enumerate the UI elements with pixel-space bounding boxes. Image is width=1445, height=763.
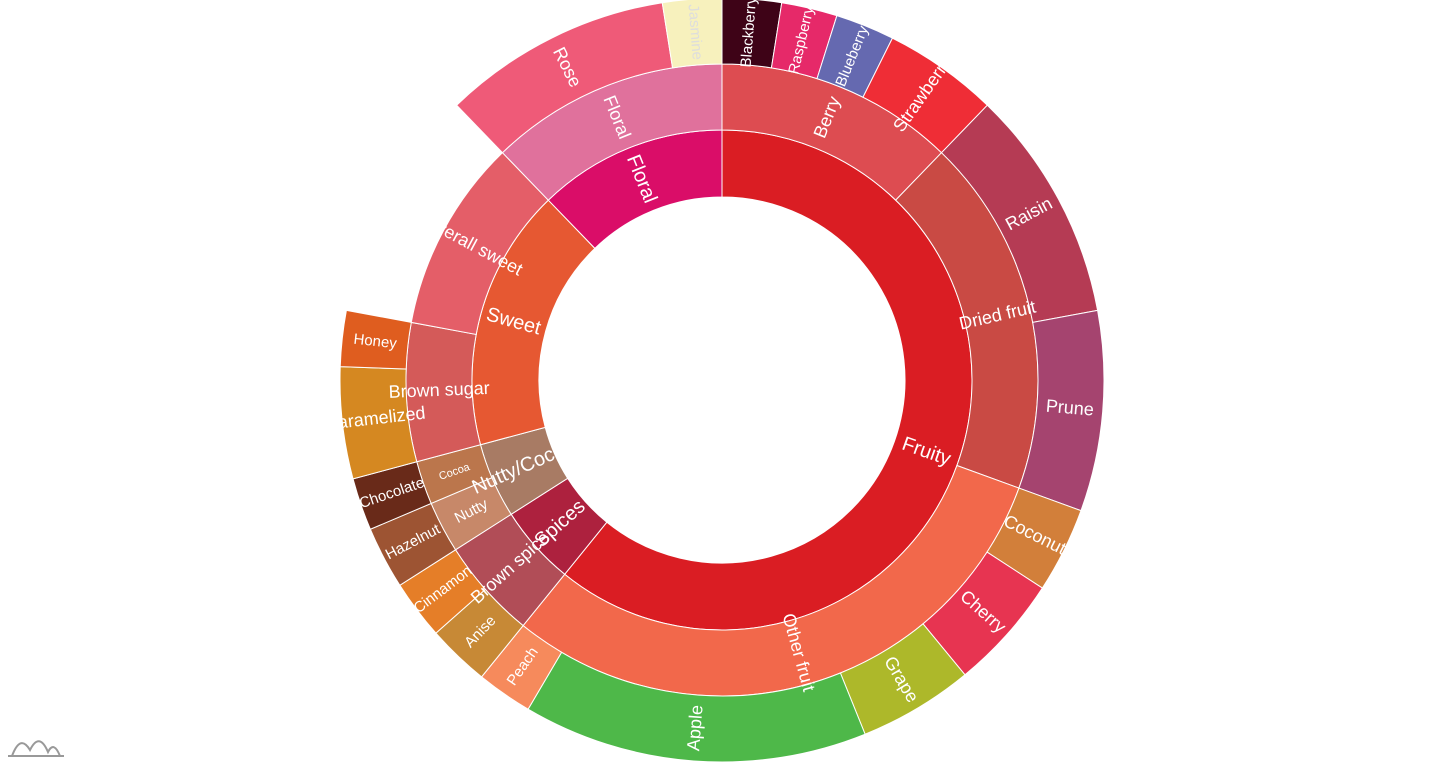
segment-label: Jasmine — [684, 4, 705, 61]
segment-label: Blackberry — [738, 0, 761, 68]
segment-label: Brown sugar — [388, 378, 490, 402]
segment-label: Honey — [353, 331, 398, 353]
logo — [8, 740, 64, 757]
segment-label: Prune — [1045, 396, 1095, 420]
segment-label: Apple — [683, 704, 706, 751]
sunburst-segment — [661, 0, 723, 69]
